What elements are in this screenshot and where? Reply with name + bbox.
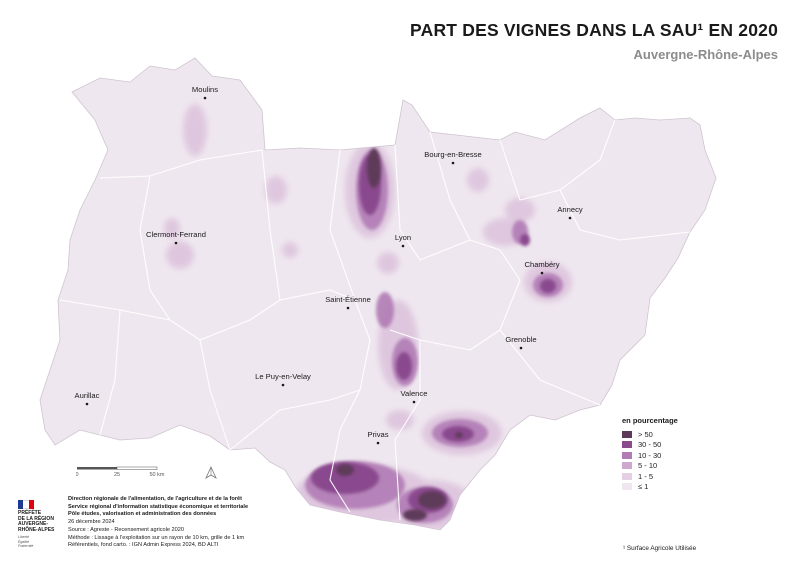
map-subtitle: Auvergne-Rhône-Alpes <box>633 47 778 62</box>
city-label: Lyon <box>395 233 411 242</box>
city-dot <box>412 400 416 404</box>
city-marker: Le Puy-en-Velay <box>255 372 311 387</box>
city-label: Saint-Étienne <box>325 295 371 304</box>
legend-label: 1 - 5 <box>638 471 654 481</box>
city-dot <box>281 383 285 387</box>
city-label: Moulins <box>192 85 218 94</box>
city-marker: Clermont-Ferrand <box>146 230 206 245</box>
city-marker: Grenoble <box>505 335 537 350</box>
city-label: Aurillac <box>75 391 100 400</box>
scale-label: 50 km <box>150 472 165 478</box>
vineyard-density-layer <box>164 104 572 530</box>
legend-item: > 50 <box>622 429 732 440</box>
legend-label: > 50 <box>638 429 653 439</box>
legend-swatch <box>622 483 632 491</box>
french-flag-icon <box>18 500 34 509</box>
city-marker: Moulins <box>192 85 218 100</box>
city-dot <box>376 441 380 445</box>
legend-label: ≤ 1 <box>638 482 649 492</box>
city-marker: Saint-Étienne <box>325 295 371 310</box>
legend-item: 30 - 50 <box>622 440 732 451</box>
credits-refs: Référentiels, fond carto. : IGN Admin Ex… <box>68 542 219 549</box>
legend-swatch <box>622 441 632 449</box>
legend: en pourcentage > 50 30 - 50 10 - 30 5 - … <box>622 416 732 492</box>
city-label: Valence <box>401 389 428 398</box>
scale-label: 0 <box>76 472 79 478</box>
city-label: Annecy <box>557 205 583 214</box>
legend-title: en pourcentage <box>622 416 678 425</box>
city-dot <box>203 96 207 100</box>
prefecture-logo: PRÉFÈTE DE LA RÉGION AUVERGNE- RHÔNE-ALP… <box>18 500 62 549</box>
city-dot <box>174 241 178 245</box>
scale-bar: 0 25 50 km <box>76 466 165 478</box>
city-label: Clermont-Ferrand <box>146 230 206 239</box>
city-dot <box>540 271 544 275</box>
city-label: Le Puy-en-Velay <box>255 372 311 381</box>
region-outline <box>39 57 717 531</box>
credits-method: Méthode : Lissage à l'exploitation sur u… <box>68 534 245 541</box>
city-label: Privas <box>367 430 388 439</box>
city-marker: Aurillac <box>75 391 100 406</box>
logo-text: PRÉFÈTE DE LA RÉGION AUVERGNE- RHÔNE-ALP… <box>18 510 55 533</box>
map-title: PART DES VIGNES DANS LA SAU¹ EN 2020 <box>410 20 778 40</box>
credits-date: 26 décembre 2024 <box>68 519 115 526</box>
city-marker: Bourg-en-Bresse <box>424 150 482 165</box>
city-marker: Annecy <box>557 205 583 220</box>
credits-line: Pôle études, valorisation et administrat… <box>68 511 217 518</box>
legend-swatch <box>622 462 632 470</box>
credits-line: Direction régionale de l'alimentation, d… <box>68 496 242 502</box>
scale-label: 25 <box>114 472 120 478</box>
legend-item: 1 - 5 <box>622 471 732 482</box>
legend-item: 10 - 30 <box>622 450 732 461</box>
city-dot <box>568 216 572 220</box>
legend-item: ≤ 1 <box>622 482 732 493</box>
city-dot <box>519 346 523 350</box>
city-marker: Chambéry <box>524 260 560 275</box>
city-label: Bourg-en-Bresse <box>424 150 481 159</box>
city-dot <box>346 306 350 310</box>
legend-label: 30 - 50 <box>638 440 662 450</box>
city-label: Grenoble <box>505 335 536 344</box>
legend-swatch <box>622 430 632 438</box>
city-marker: Privas <box>367 430 389 445</box>
legend-label: 10 - 30 <box>638 450 662 460</box>
city-layer: Moulins Bourg-en-Bresse Annecy Clermont-Fer… <box>75 85 583 445</box>
legend-swatch <box>622 451 632 459</box>
city-marker: Lyon <box>395 233 411 248</box>
city-dot <box>451 161 455 165</box>
legend-item: 5 - 10 <box>622 461 732 472</box>
credits: Direction régionale de l'alimentation, d… <box>68 496 398 550</box>
city-label: Chambéry <box>524 260 559 269</box>
legend-swatch <box>622 472 632 480</box>
department-boundaries <box>59 119 691 521</box>
north-arrow-icon <box>205 466 217 480</box>
credits-line: Service régional d'information statistiq… <box>68 503 249 510</box>
legend-label: 5 - 10 <box>638 461 658 471</box>
city-dot <box>401 244 405 248</box>
city-marker: Valence <box>401 389 428 404</box>
city-dot <box>85 402 89 406</box>
logo-motto: Liberté Égalité Fraternité <box>18 535 34 549</box>
credits-source: Source : Agreste - Recensement agricole … <box>68 526 184 533</box>
footnote: ¹ Surface Agricole Utilisée <box>623 545 697 552</box>
